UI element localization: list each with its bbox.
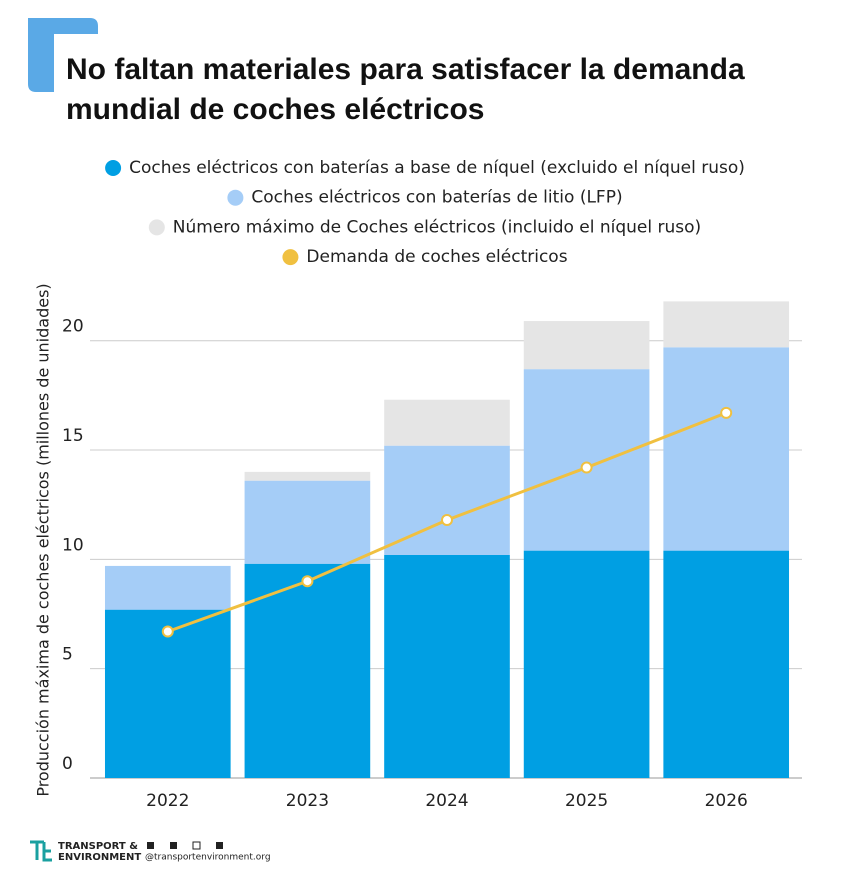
x-tick-label: 2025 xyxy=(565,791,608,811)
legend-label: Demanda de coches eléctricos xyxy=(306,247,567,267)
x-tick-label: 2022 xyxy=(146,791,189,811)
demand-point xyxy=(720,406,733,419)
bar-segment xyxy=(523,550,650,778)
footer-logo: TRANSPORT & ENVIRONMENT @transportenviro… xyxy=(30,840,271,863)
bar-segment xyxy=(523,369,650,551)
x-tick-label: 2026 xyxy=(705,791,748,811)
demand-point xyxy=(301,575,314,588)
legend-swatch xyxy=(227,189,244,206)
legend-label: Número máximo de Coches eléctricos (incl… xyxy=(173,217,701,237)
y-tick-label: 20 xyxy=(62,317,84,337)
bar-segment xyxy=(104,609,231,778)
bar-segment xyxy=(663,301,790,348)
logo-mark xyxy=(30,840,52,862)
x-tick-label: 2024 xyxy=(425,791,468,811)
social-icon xyxy=(192,841,201,850)
bar-segment xyxy=(663,347,790,551)
bar-segment xyxy=(384,554,510,778)
bar-segment xyxy=(523,321,650,370)
legend-swatch xyxy=(105,160,122,176)
y-tick-label: 0 xyxy=(62,754,73,774)
bar-segment xyxy=(244,471,371,481)
logo-text: ENVIRONMENT xyxy=(58,852,141,863)
social-icon xyxy=(147,842,154,849)
legend-swatch xyxy=(148,219,165,236)
logo-text: TRANSPORT & xyxy=(58,841,138,852)
legend-label: Coches eléctricos con baterías de litio … xyxy=(251,188,622,208)
bar-segment xyxy=(244,563,371,778)
legend-label: Coches eléctricos con baterías a base de… xyxy=(129,158,745,178)
bar-segment xyxy=(384,399,510,446)
y-axis-label: Producción máxima de coches eléctricos (… xyxy=(34,283,53,796)
x-tick-label: 2023 xyxy=(286,791,329,811)
bar-segment xyxy=(104,565,231,610)
demand-point xyxy=(441,514,453,527)
brand-corner xyxy=(28,18,98,92)
social-icon xyxy=(216,842,223,849)
chart-title: No faltan materiales para satisfacer la … xyxy=(66,53,745,126)
legend-swatch xyxy=(282,249,299,266)
website: @transportenvironment.org xyxy=(145,853,271,863)
bar-segment xyxy=(663,550,790,778)
bar-segment xyxy=(244,480,371,564)
y-tick-label: 5 xyxy=(62,645,73,665)
y-tick-label: 15 xyxy=(62,426,84,446)
demand-point xyxy=(161,625,174,638)
y-tick-label: 10 xyxy=(62,535,84,555)
demand-point xyxy=(580,461,593,474)
social-icon xyxy=(170,842,177,849)
